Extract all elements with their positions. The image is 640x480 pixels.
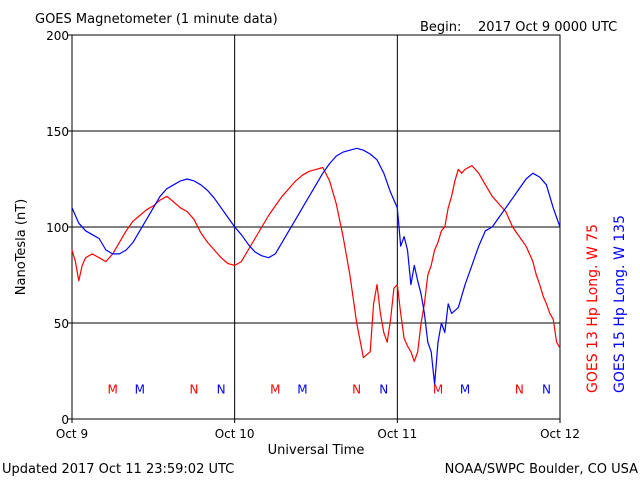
y-tick-label-3: 150 <box>46 125 69 139</box>
x-tick-label-2: Oct 11 <box>377 427 417 441</box>
noaa-credit: NOAA/SWPC Boulder, CO USA <box>445 462 638 477</box>
marker-goes13-2: M <box>270 382 280 396</box>
legend-goes13: GOES 13 Hp Long. W 75 <box>585 224 601 393</box>
y-axis: 0 50 100 150 200 <box>46 29 72 427</box>
y-axis-title: NanoTesla (nT) <box>14 199 29 295</box>
x-tick-label-3: Oct 12 <box>540 427 580 441</box>
begin-value: 2017 Oct 9 0000 UTC <box>478 20 617 35</box>
marker-goes13-3: N <box>352 382 361 396</box>
x-axis-title: Universal Time <box>268 443 365 458</box>
legend-goes15: GOES 15 Hp Long. W 135 <box>612 215 628 393</box>
x-tick-label-0: Oct 9 <box>56 427 88 441</box>
series-line-goes13 <box>71 165 561 362</box>
y-tick-label-2: 100 <box>46 221 69 235</box>
marker-goes13-0: M <box>107 382 117 396</box>
y-tick-label-4: 200 <box>46 29 69 43</box>
marker-goes15-3: N <box>379 382 388 396</box>
marker-goes13-5: N <box>515 382 524 396</box>
mn-markers: M N M N M NM N M N M N <box>107 382 550 396</box>
marker-goes15-4: M <box>460 382 470 396</box>
y-tick-label-0: 0 <box>61 413 69 427</box>
x-axis: Oct 9 Oct 10 Oct 11 Oct 12 <box>56 419 580 441</box>
marker-goes15-0: M <box>135 382 145 396</box>
chart-title: GOES Magnetometer (1 minute data) <box>35 12 278 27</box>
marker-goes13-4: M <box>433 382 443 396</box>
updated-timestamp: Updated 2017 Oct 11 23:59:02 UTC <box>2 462 234 477</box>
marker-goes13-1: N <box>190 382 199 396</box>
marker-goes15-1: N <box>217 382 226 396</box>
marker-goes15-2: M <box>297 382 307 396</box>
marker-goes15-5: N <box>542 382 551 396</box>
begin-label: Begin: <box>420 20 461 35</box>
x-tick-label-1: Oct 10 <box>215 427 255 441</box>
grid-lines <box>72 35 560 419</box>
series-line-goes15 <box>71 147 561 385</box>
series-layer <box>71 147 561 385</box>
y-tick-label-1: 50 <box>54 317 69 331</box>
